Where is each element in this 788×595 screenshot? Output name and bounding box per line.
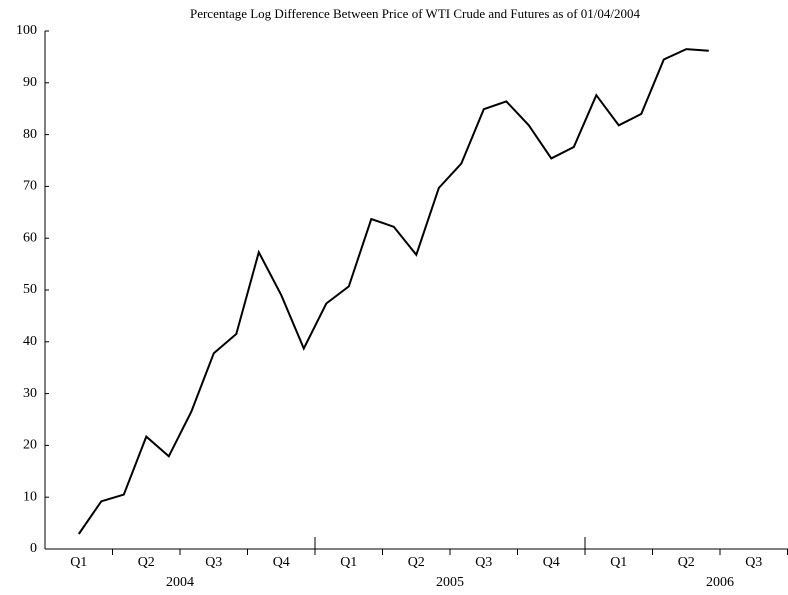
y-tick-label: 40 <box>23 334 37 349</box>
x-tick-label: Q2 <box>408 555 425 570</box>
y-tick-label: 0 <box>30 541 37 556</box>
chart-title: Percentage Log Difference Between Price … <box>190 6 641 21</box>
x-tick-label: Q4 <box>273 555 290 570</box>
year-label: 2004 <box>166 575 194 590</box>
x-tick-label: Q3 <box>745 555 762 570</box>
y-tick-label: 20 <box>23 438 37 453</box>
y-tick-label: 90 <box>23 75 37 90</box>
year-label: 2006 <box>706 575 734 590</box>
y-tick-label: 50 <box>23 282 37 297</box>
y-tick-label: 60 <box>23 230 37 245</box>
x-tick-label: Q3 <box>205 555 222 570</box>
x-tick-label: Q1 <box>610 555 627 570</box>
y-tick-label: 80 <box>23 127 37 142</box>
line-series <box>77 48 709 535</box>
x-tick-label: Q3 <box>475 555 492 570</box>
x-tick-label: Q4 <box>543 555 560 570</box>
y-tick-label: 10 <box>23 489 37 504</box>
y-tick-label: 100 <box>16 23 37 38</box>
x-tick-label: Q1 <box>340 555 357 570</box>
y-tick-label: 70 <box>23 179 37 194</box>
year-label: 2005 <box>436 575 464 590</box>
x-tick-label: Q1 <box>70 555 87 570</box>
x-tick-label: Q2 <box>138 555 155 570</box>
x-tick-label: Q2 <box>678 555 695 570</box>
y-tick-label: 30 <box>23 386 37 401</box>
